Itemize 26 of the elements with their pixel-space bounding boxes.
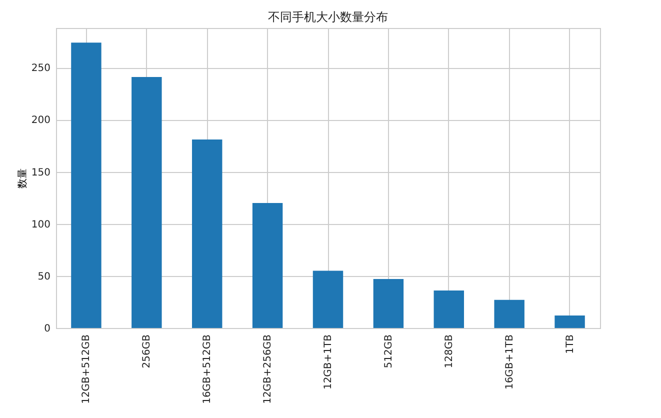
y-tick-label: 250 xyxy=(31,63,50,74)
y-tick-label: 50 xyxy=(38,271,50,282)
bar xyxy=(312,270,344,328)
y-tick-label: 200 xyxy=(31,115,50,126)
bar xyxy=(192,139,222,328)
bar xyxy=(494,300,524,328)
bar xyxy=(71,42,102,328)
bar xyxy=(434,290,464,328)
x-tick-label: 128GB xyxy=(444,334,455,368)
bar xyxy=(132,76,162,328)
bar xyxy=(373,279,404,328)
bar xyxy=(554,316,585,328)
y-tick-label: 0 xyxy=(44,324,50,334)
bar xyxy=(252,203,283,328)
x-tick-label: 512GB xyxy=(383,334,394,368)
y-tick-label: 100 xyxy=(31,219,50,230)
x-tick-label: 256GB xyxy=(142,334,153,368)
x-tick-label: 12GB+1TB xyxy=(323,334,334,390)
x-tick-label: 16GB+1TB xyxy=(504,334,516,390)
x-tick-label: 1TB xyxy=(564,334,576,354)
y-axis-title: 数量 xyxy=(17,168,28,188)
x-tick-label: 12GB+256GB xyxy=(262,334,274,404)
x-tick-label: 16GB+512GB xyxy=(202,334,214,404)
chart-title: 不同手机大小数量分布 xyxy=(268,10,388,24)
x-tick-label: 12GB+512GB xyxy=(81,334,92,404)
y-tick-label: 150 xyxy=(31,167,50,178)
